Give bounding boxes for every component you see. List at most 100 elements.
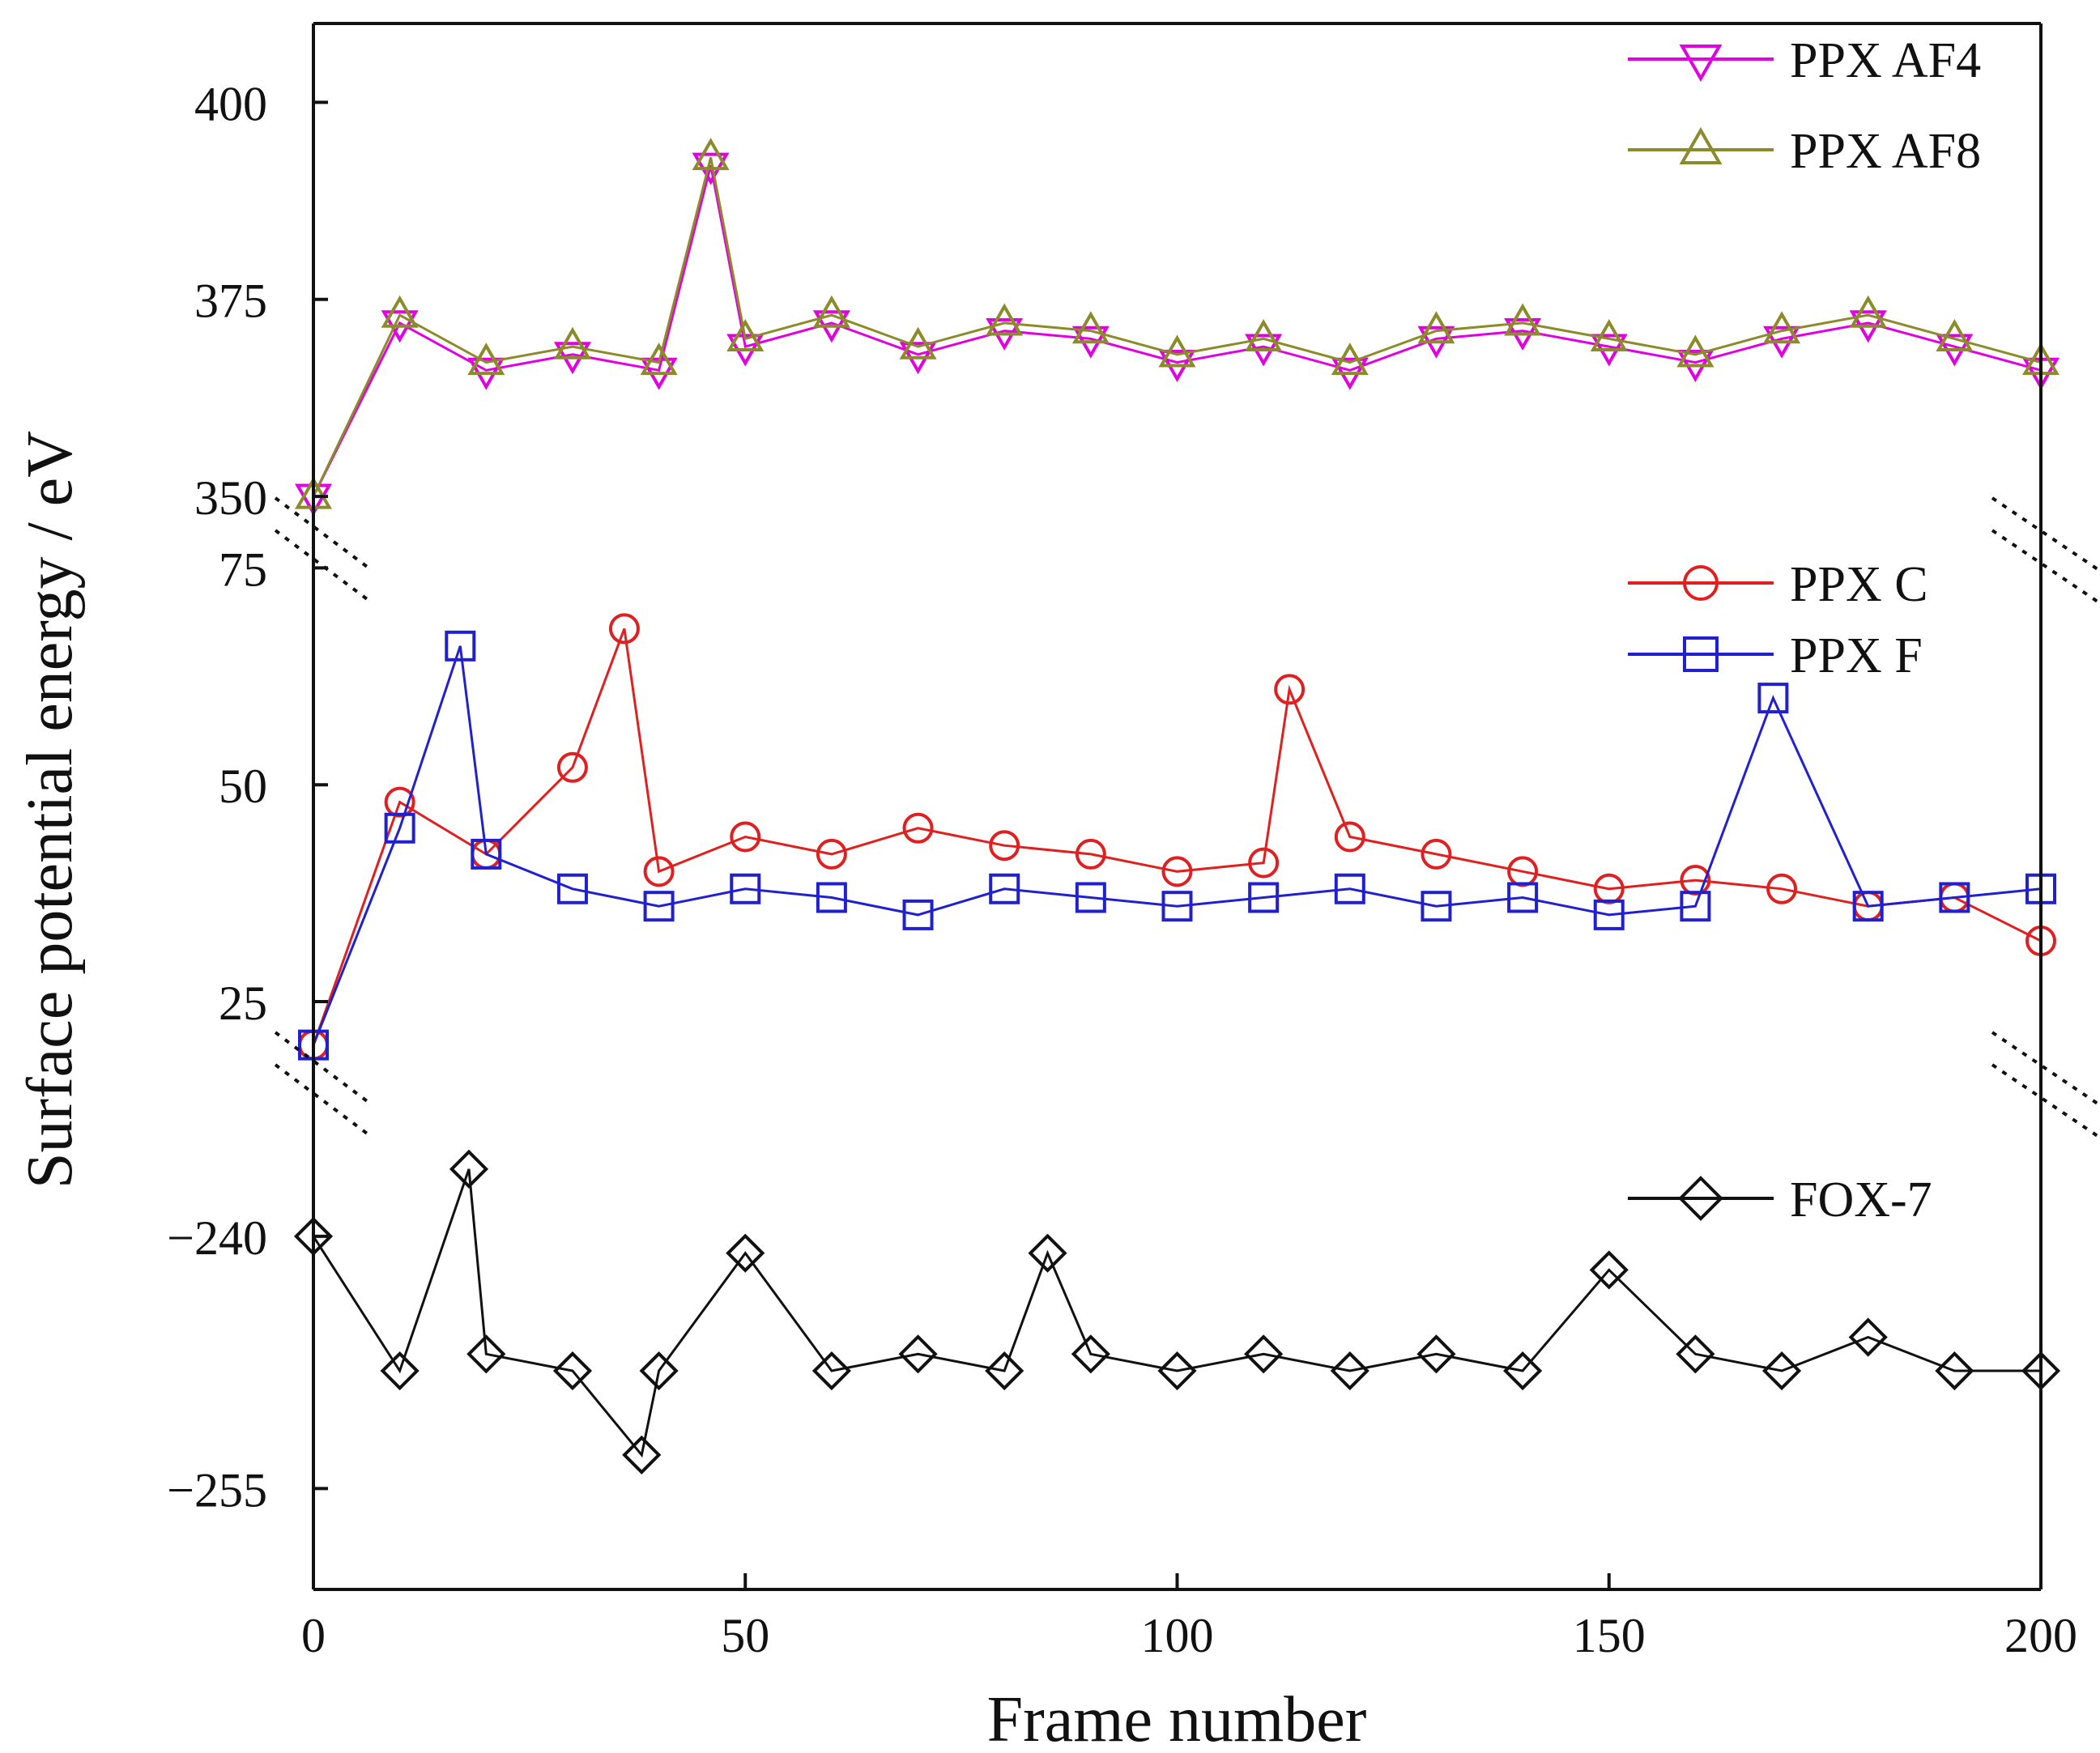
legend-marker <box>1679 45 1723 83</box>
data-point-ppx-c <box>816 838 847 870</box>
data-point-ppx-f <box>1680 891 1711 922</box>
data-point-ppx-f <box>384 812 415 844</box>
data-point-fox-7 <box>1416 1334 1456 1374</box>
data-point-fox-7 <box>726 1233 765 1273</box>
data-point-ppx-f <box>1248 882 1280 913</box>
data-point-fox-7 <box>1589 1250 1629 1290</box>
axis-break-bottom-left <box>274 1031 374 1139</box>
legend-item-ppx-c: PPX C <box>1628 557 1928 612</box>
data-point-ppx-f <box>1075 882 1106 913</box>
data-point-ppx-f <box>1507 882 1539 913</box>
data-point-fox-7 <box>639 1351 679 1391</box>
y-tick-label: 375 <box>194 274 267 328</box>
data-point-ppx-f <box>816 882 847 913</box>
data-point-ppx-af8 <box>1158 334 1196 368</box>
x-tick-labels: 0 50 100 150 200 <box>301 1573 2077 1662</box>
data-point-ppx-f <box>1334 873 1365 904</box>
data-point-ppx-c <box>643 856 675 887</box>
data-point-fox-7 <box>1244 1334 1284 1374</box>
series-line-fox-7 <box>312 1168 2041 1458</box>
x-tick-label: 100 <box>1141 1609 1214 1662</box>
data-point-ppx-f <box>1421 891 1452 922</box>
data-point-ppx-c <box>1421 838 1452 870</box>
data-point-ppx-af8 <box>899 326 937 360</box>
series-line-ppx-af4 <box>312 164 2042 497</box>
data-point-ppx-f <box>1852 891 1884 922</box>
data-point-ppx-af8 <box>986 303 1024 336</box>
data-point-ppx-c <box>902 812 934 844</box>
data-point-fox-7 <box>1071 1334 1110 1374</box>
data-point-ppx-af8 <box>1417 311 1455 344</box>
data-point-fox-7 <box>449 1149 489 1189</box>
data-point-fox-7 <box>985 1351 1024 1391</box>
data-point-ppx-af8 <box>1331 343 1369 376</box>
data-point-ppx-af8 <box>1504 303 1542 336</box>
data-point-fox-7 <box>1935 1351 1974 1391</box>
legend-label: PPX AF8 <box>1790 124 1981 179</box>
data-point-ppx-f <box>445 630 476 662</box>
data-point-fox-7 <box>466 1334 506 1374</box>
data-point-fox-7 <box>1503 1351 1543 1391</box>
data-point-ppx-f <box>1757 683 1789 714</box>
legend-marker <box>1683 565 1719 601</box>
legend-label: FOX-7 <box>1790 1172 1932 1228</box>
legend-item-ppx-af8: PPX AF8 <box>1628 124 1981 179</box>
data-point-ppx-f <box>556 873 588 904</box>
legend: PPX AF4 PPX AF8 PPX C PPX F FOX-7 <box>1628 33 1981 1228</box>
series-ppx-f <box>298 630 2056 1061</box>
data-point-ppx-af8 <box>1071 311 1110 344</box>
data-point-ppx-c <box>989 830 1020 862</box>
y-tick-label: 350 <box>194 471 267 525</box>
data-point-ppx-af8 <box>1936 318 1974 351</box>
data-point-ppx-c <box>608 613 640 645</box>
data-point-fox-7 <box>898 1334 938 1374</box>
data-point-ppx-af8 <box>1763 311 1801 344</box>
data-point-ppx-af8 <box>1590 318 1628 351</box>
data-point-fox-7 <box>1761 1351 1802 1391</box>
data-point-fox-7 <box>1157 1351 1197 1391</box>
data-point-ppx-c <box>556 751 588 783</box>
data-point-ppx-af8 <box>640 343 678 376</box>
data-point-ppx-f <box>1939 882 1970 913</box>
legend-item-fox-7: FOX-7 <box>1628 1172 1932 1228</box>
legend-label: PPX F <box>1790 628 1923 683</box>
y-tick-label: 400 <box>194 77 267 130</box>
data-point-fox-7 <box>380 1351 420 1391</box>
data-point-fox-7 <box>552 1351 593 1391</box>
data-point-ppx-af8 <box>1676 334 1715 368</box>
data-point-ppx-f <box>902 899 934 930</box>
data-point-ppx-c <box>1075 838 1106 870</box>
legend-label: PPX C <box>1790 557 1928 612</box>
data-point-ppx-af8 <box>553 326 591 360</box>
axis-break-bottom-right <box>1991 1031 2100 1139</box>
data-point-fox-7 <box>811 1351 851 1391</box>
data-point-ppx-c <box>730 821 761 853</box>
data-point-ppx-f <box>730 873 761 904</box>
series-line-ppx-c <box>312 628 2042 1046</box>
data-point-ppx-af8 <box>692 138 730 171</box>
data-point-ppx-f <box>989 873 1020 904</box>
axis-break-top-right <box>1991 496 2100 605</box>
x-tick-label: 150 <box>1573 1609 1646 1662</box>
data-point-ppx-f <box>643 891 675 922</box>
legend-label: PPX AF4 <box>1790 33 1981 88</box>
data-point-ppx-c <box>1274 674 1306 705</box>
data-point-ppx-af8 <box>812 295 850 328</box>
data-point-ppx-c <box>1334 821 1365 853</box>
data-point-fox-7 <box>622 1435 662 1474</box>
legend-item-ppx-af4: PPX AF4 <box>1628 33 1981 88</box>
x-tick-label: 0 <box>301 1609 326 1662</box>
data-point-ppx-af8 <box>1245 318 1283 351</box>
data-point-fox-7 <box>1028 1233 1067 1273</box>
legend-marker <box>1683 636 1719 672</box>
data-point-ppx-c <box>1766 873 1798 904</box>
data-point-fox-7 <box>1330 1351 1369 1391</box>
data-point-ppx-f <box>1161 891 1193 922</box>
y-tick-label: 25 <box>219 976 267 1030</box>
y-axis-title: Surface potential energy / eV <box>15 431 86 1189</box>
x-tick-label: 50 <box>721 1609 769 1662</box>
data-point-ppx-af8 <box>726 318 765 351</box>
data-point-fox-7 <box>1848 1317 1888 1357</box>
y-tick-labels: 350 375 400 25 50 75 −240 −255 <box>167 77 328 1517</box>
